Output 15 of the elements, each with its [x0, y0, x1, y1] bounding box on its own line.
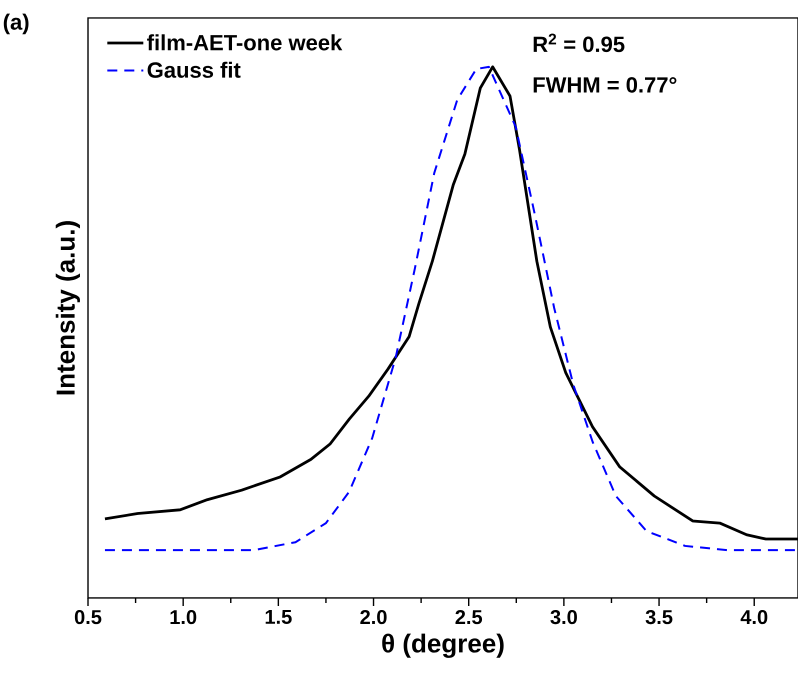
- y-axis-title: Intensity (a.u.): [56, 221, 80, 394]
- annotation: FWHM = 0.77°: [534, 77, 676, 93]
- x-tick-label: 1.5: [266, 610, 292, 624]
- legend-label: Gauss fit: [148, 62, 241, 78]
- x-tick-label: 3.5: [646, 610, 672, 624]
- x-tick-label: 4.0: [740, 610, 768, 624]
- x-tick-label: 3.0: [550, 610, 577, 624]
- x-axis-title: θ (degree): [382, 634, 504, 658]
- x-tick-label: 2.5: [455, 610, 482, 624]
- legend-label: film-AET-one week: [147, 34, 342, 50]
- x-tick-label: 2.0: [360, 610, 387, 624]
- x-tick-label: 0.5: [74, 610, 102, 624]
- text: R$^{2}$ = 0.95: [534, 34, 624, 52]
- x-tick-label: 1.0: [170, 610, 196, 624]
- text: (a): [4, 14, 28, 34]
